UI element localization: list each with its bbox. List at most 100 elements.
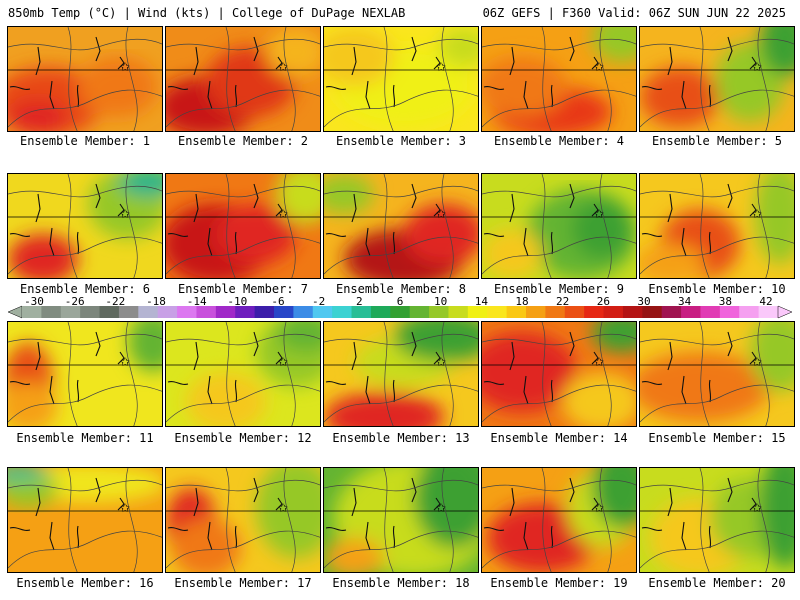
city-marker-icon: ✩	[594, 207, 604, 221]
colorbar-segment	[235, 306, 256, 318]
temperature-field: ✩	[324, 27, 478, 131]
city-marker-icon: ✩	[594, 60, 604, 74]
temperature-blob	[482, 332, 577, 412]
colorbar-tick-label: 30	[637, 295, 651, 308]
height-contour	[324, 27, 478, 131]
temperature-blob	[8, 468, 48, 481]
city-marker-icon: ✩	[752, 60, 762, 74]
colorbar-tick-label: 38	[718, 295, 732, 308]
ensemble-member-map: ✩	[639, 321, 795, 427]
height-contour	[8, 174, 162, 278]
colorbar-tick-label: 14	[474, 295, 488, 308]
colorbar-tick-label: 34	[678, 295, 692, 308]
colorbar-segment	[448, 306, 469, 318]
ensemble-member-map: ✩	[481, 321, 637, 427]
colorbar-segment	[681, 306, 701, 318]
coastline	[167, 331, 283, 405]
coastline	[325, 36, 441, 110]
temperature-field: ✩	[166, 174, 320, 278]
temperature-blob	[592, 27, 636, 62]
city-marker-icon: ✩	[278, 501, 288, 515]
temperature-field: ✩	[8, 322, 162, 426]
colorbar-tick-label: -22	[105, 295, 126, 308]
map-title: 850mb Temp (°C) | Wind (kts) | College o…	[8, 6, 406, 20]
colorbar-segment	[758, 306, 779, 318]
ensemble-member-label: Ensemble Member: 16	[16, 576, 154, 590]
height-contour	[324, 174, 478, 278]
colorbar-segment	[80, 306, 101, 318]
coastline	[483, 477, 599, 551]
height-contour	[166, 468, 320, 572]
colorbar-segment	[719, 306, 740, 318]
colorbar-right-arrow	[777, 305, 792, 319]
colorbar-segment	[157, 306, 178, 318]
temperature-blob	[118, 174, 162, 197]
height-contour	[166, 27, 320, 131]
colorbar-tick-label: -30	[24, 295, 44, 308]
ensemble-member-map: ✩	[7, 26, 163, 132]
coastline	[641, 477, 757, 551]
temperature-blob	[78, 57, 158, 117]
coastline	[167, 477, 283, 551]
colorbar-segment	[99, 306, 120, 318]
colorbar-segment	[118, 306, 139, 318]
height-contour	[166, 174, 320, 278]
temperature-blob	[750, 322, 794, 392]
city-marker-icon: ✩	[752, 501, 762, 515]
temperature-field: ✩	[324, 468, 478, 572]
ensemble-member-map: ✩	[165, 26, 321, 132]
colorbar-segment	[429, 306, 449, 318]
temperature-blob	[640, 244, 705, 278]
height-contour	[8, 322, 162, 426]
temperature-field: ✩	[166, 322, 320, 426]
colorbar-tick-label: 22	[556, 295, 570, 308]
city-marker-icon: ✩	[278, 207, 288, 221]
temperature-blob	[8, 382, 58, 426]
temperature-blob	[324, 392, 444, 426]
colorbar-segment	[564, 306, 585, 318]
colorbar-tick-labels: -30 -26 -22 -18 -14 -10 -6 -2 2 6 10 14 18 22 26 30 34 38…	[0, 295, 800, 308]
temperature-blob	[266, 27, 320, 77]
coastline	[9, 36, 125, 110]
ensemble-member-label: Ensemble Member: 14	[490, 431, 628, 445]
coastline	[325, 477, 441, 551]
colorbar-segment	[506, 306, 527, 318]
ensemble-member-map: ✩	[165, 467, 321, 573]
colorbar-segment	[274, 306, 294, 318]
temperature-blob	[324, 27, 394, 87]
temperature-field: ✩	[640, 27, 794, 131]
ensemble-member-label: Ensemble Member: 19	[490, 576, 628, 590]
ensemble-member-map: ✩	[639, 173, 795, 279]
colorbar-tick-label: 26	[596, 295, 610, 308]
city-marker-icon: ✩	[278, 60, 288, 74]
colorbar-tick-label: -18	[146, 295, 166, 308]
ensemble-member-label: Ensemble Member: 5	[651, 134, 783, 148]
ensemble-member-label: Ensemble Member: 4	[493, 134, 625, 148]
temperature-field: ✩	[482, 468, 636, 572]
ensemble-member-map: ✩	[7, 321, 163, 427]
ensemble-member-label: Ensemble Member: 3	[335, 134, 467, 148]
temperature-field: ✩	[482, 174, 636, 278]
ensemble-member-label: Ensemble Member: 9	[493, 282, 625, 296]
coastline	[325, 331, 441, 405]
colorbar-segment	[351, 306, 372, 318]
temperature-blob	[755, 174, 794, 264]
colorbar-segment	[138, 306, 159, 318]
ensemble-member-label: Ensemble Member: 6	[19, 282, 151, 296]
colorbar-segment	[312, 306, 333, 318]
temperature-field: ✩	[8, 174, 162, 278]
height-contour	[324, 322, 478, 426]
ensemble-member-map: ✩	[481, 467, 637, 573]
city-marker-icon: ✩	[436, 355, 446, 369]
height-contour	[640, 468, 794, 572]
colorbar-tick-label: -26	[64, 295, 85, 308]
city-marker-icon: ✩	[436, 501, 446, 515]
coastline	[483, 331, 599, 405]
coastline	[9, 331, 125, 405]
temperature-blob	[171, 518, 241, 572]
temperature-blob	[186, 372, 266, 426]
ensemble-member-label: Ensemble Member: 11	[16, 431, 154, 445]
ensemble-member-map: ✩	[165, 173, 321, 279]
colorbar-tick-label: 6	[396, 295, 404, 308]
city-marker-icon: ✩	[120, 355, 130, 369]
